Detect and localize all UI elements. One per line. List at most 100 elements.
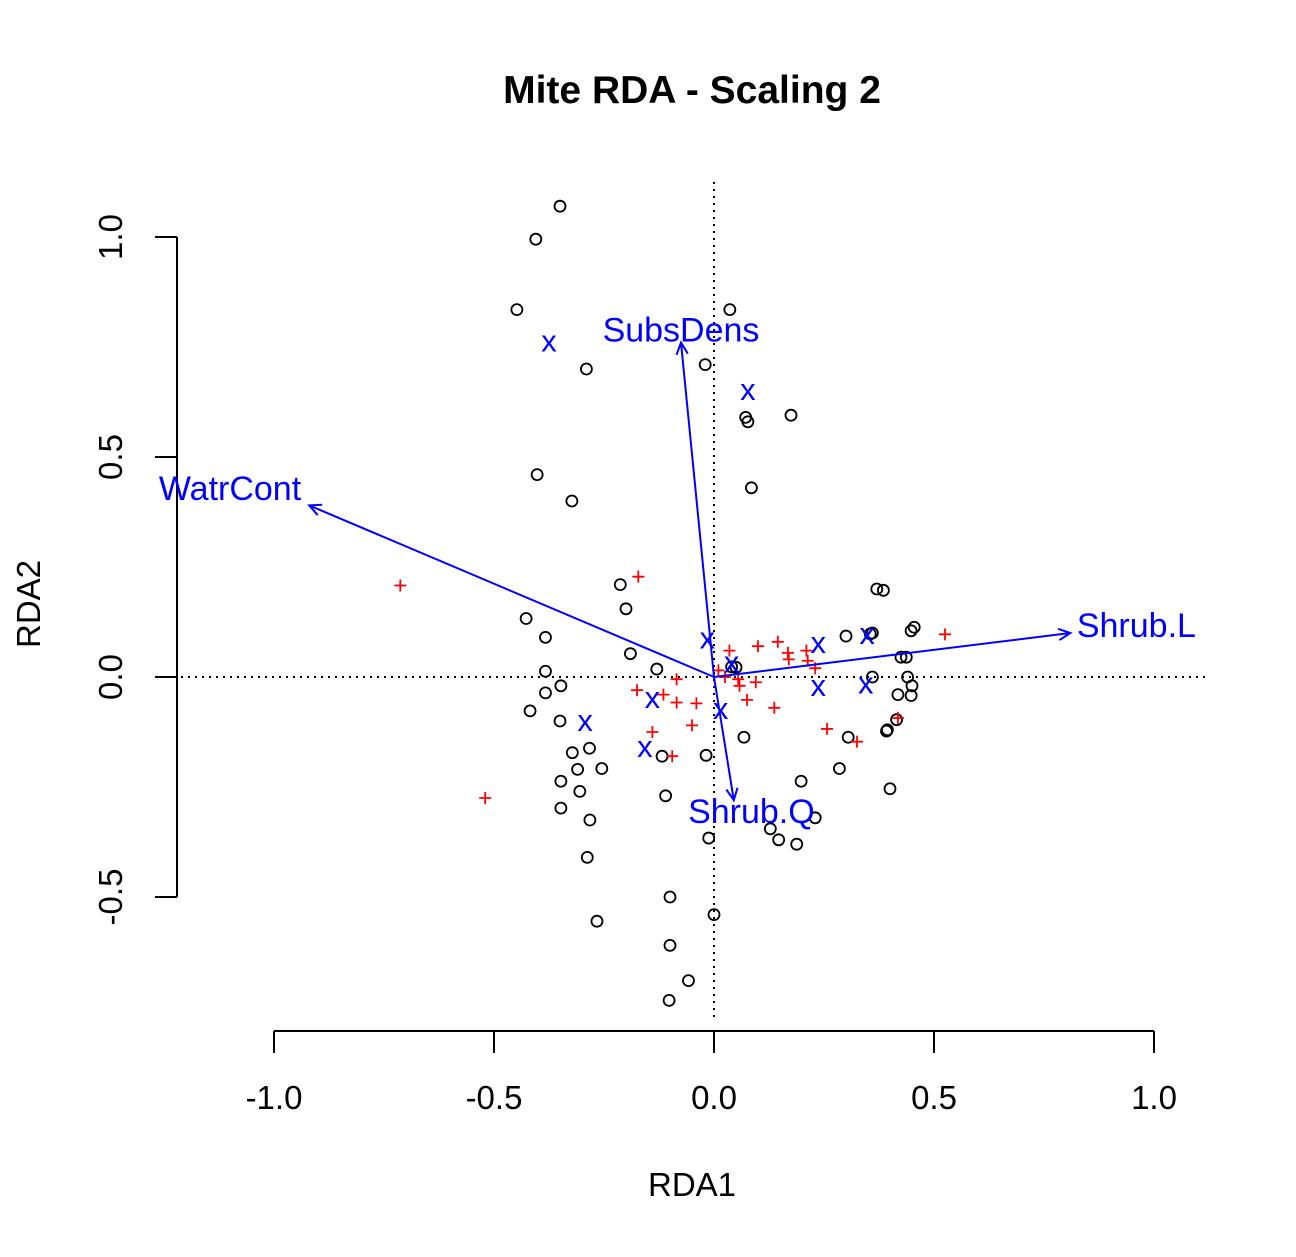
centroid-marker: x: [637, 729, 653, 764]
chart-title: Mite RDA - Scaling 2: [503, 69, 881, 112]
x-tick-label: 0.0: [691, 1079, 737, 1116]
site-point: [763, 822, 777, 836]
site-point: [553, 199, 567, 213]
species-point: [782, 653, 795, 666]
site-point: [702, 831, 716, 845]
x-tick-label: -1.0: [246, 1079, 303, 1116]
y-tick-label: -0.5: [92, 869, 129, 926]
site-point: [583, 741, 596, 755]
site-point: [565, 494, 579, 508]
site-point: [866, 626, 879, 640]
env-arrow: [308, 504, 715, 678]
env-arrow-label: WatrCont: [159, 470, 302, 508]
x-tick-label: -0.5: [466, 1079, 523, 1116]
site-point: [554, 774, 568, 788]
centroid-marker: x: [859, 616, 875, 651]
env-arrow: [713, 676, 735, 801]
site-point: [707, 908, 721, 921]
centroid-marker: x: [713, 691, 729, 726]
site-point: [899, 650, 913, 664]
site-point: [650, 662, 664, 676]
species-point: [670, 696, 683, 709]
site-point: [699, 748, 713, 762]
site-point: [841, 730, 855, 744]
species-point: [821, 722, 834, 735]
site-point: [904, 689, 918, 702]
centroid-marker: x: [645, 680, 661, 715]
site-point: [808, 811, 822, 825]
x-axis-label: RDA1: [648, 1166, 736, 1203]
site-point: [698, 358, 712, 372]
species-point: [752, 640, 764, 653]
species-point: [771, 635, 784, 648]
env-arrow-label: Shrub.L: [1077, 607, 1196, 645]
species-point: [666, 750, 679, 763]
site-point: [866, 670, 879, 684]
site-point: [662, 994, 676, 1007]
centroid-marker: x: [724, 645, 740, 680]
site-point: [554, 801, 568, 815]
site-point: [904, 624, 918, 638]
species-point: [732, 673, 745, 686]
env-arrow-head: [675, 340, 689, 356]
site-point: [523, 704, 537, 718]
site-points: [510, 199, 921, 1007]
site-point: [870, 582, 884, 596]
species-point: [891, 711, 904, 724]
site-point: [530, 468, 544, 482]
site-point: [725, 660, 738, 674]
site-point: [539, 631, 552, 644]
site-point: [741, 415, 755, 429]
site-point: [772, 833, 786, 847]
site-point: [883, 782, 897, 796]
site-point: [539, 664, 552, 678]
site-point: [573, 785, 587, 798]
species-point: [768, 701, 781, 714]
centroid-marker: x: [811, 668, 827, 703]
species-point: [670, 673, 683, 686]
species-point: [686, 719, 698, 732]
centroid-marker: x: [541, 323, 557, 358]
site-point: [583, 813, 597, 827]
species-point: [479, 792, 492, 804]
site-point: [519, 612, 533, 625]
environment-arrows: WatrCont SubsDens Shrub.L Shrub.Q: [159, 311, 1196, 831]
site-point: [624, 647, 637, 661]
env-arrow: [680, 342, 715, 678]
site-point: [590, 914, 604, 928]
site-point: [891, 688, 905, 701]
species-point: [733, 679, 746, 692]
centroid-marker: x: [858, 666, 874, 701]
site-point: [877, 583, 890, 597]
site-point: [880, 724, 893, 738]
y-axis-label: RDA2: [10, 560, 47, 648]
x-tick-label: 0.5: [911, 1079, 957, 1116]
site-point: [565, 746, 579, 760]
site-point: [510, 303, 524, 317]
site-point: [580, 851, 594, 864]
y-tick-label: 1.0: [92, 214, 129, 260]
site-point: [682, 974, 695, 987]
species-point: [646, 726, 659, 738]
site-point: [619, 602, 633, 616]
site-point: [663, 939, 677, 952]
site-point: [833, 762, 846, 775]
env-arrow-label: SubsDens: [603, 311, 760, 349]
species-point: [712, 664, 725, 677]
centroid-marker: x: [577, 703, 593, 738]
centroid-marker: x: [700, 620, 716, 655]
site-point: [553, 714, 567, 728]
site-point: [894, 650, 908, 664]
site-point: [794, 774, 808, 788]
site-point: [723, 303, 737, 317]
site-point: [745, 481, 758, 495]
site-point: [655, 749, 669, 763]
site-point: [784, 408, 798, 422]
species-point: [851, 735, 863, 748]
env-arrow-head: [1057, 627, 1073, 641]
centroid-marker: x: [811, 625, 827, 660]
env-arrow-head: [307, 503, 323, 516]
